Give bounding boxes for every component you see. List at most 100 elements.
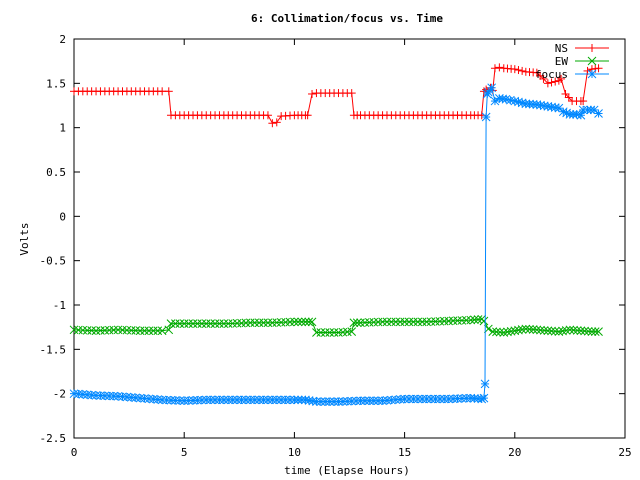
data-point <box>587 56 597 66</box>
marker-stroke <box>232 395 242 405</box>
marker-stroke <box>268 395 277 405</box>
marker-stroke <box>175 396 185 405</box>
data-point <box>254 318 264 328</box>
marker-stroke <box>69 325 79 335</box>
marker-stroke <box>69 389 79 399</box>
marker-stroke <box>96 326 105 335</box>
data-point <box>479 316 489 326</box>
data-point <box>514 325 523 335</box>
x-tick-label: 0 <box>71 446 78 459</box>
marker-stroke <box>82 326 92 335</box>
marker-stroke <box>461 393 471 403</box>
data-point <box>488 327 498 336</box>
marker-stroke <box>590 327 600 336</box>
data-point <box>543 326 553 336</box>
data-point <box>329 328 339 337</box>
data-point <box>157 395 167 405</box>
marker-stroke <box>228 395 238 405</box>
marker-stroke <box>320 328 330 337</box>
marker-stroke <box>144 326 154 336</box>
marker-stroke <box>206 319 216 328</box>
marker-stroke <box>126 326 136 335</box>
marker-stroke <box>312 397 321 407</box>
data-point <box>87 390 96 400</box>
data-point <box>263 111 272 120</box>
marker-stroke <box>188 396 198 405</box>
x-tick-label: 5 <box>181 446 188 459</box>
marker-stroke <box>576 326 586 336</box>
data-point <box>237 318 246 328</box>
data-point <box>263 318 273 328</box>
marker-stroke <box>483 87 493 97</box>
marker-stroke <box>157 395 167 405</box>
data-point <box>587 327 597 336</box>
data-point <box>448 394 458 404</box>
marker-stroke <box>135 326 145 336</box>
marker-stroke <box>166 395 176 405</box>
marker-stroke <box>148 394 158 404</box>
data-point <box>395 317 405 327</box>
data-point <box>594 109 603 118</box>
data-point <box>126 326 136 335</box>
data-point <box>131 326 141 335</box>
data-point <box>184 319 193 328</box>
marker-stroke <box>91 326 101 336</box>
data-point <box>448 316 458 326</box>
marker-stroke <box>301 395 310 405</box>
data-point <box>219 395 229 405</box>
data-point <box>506 326 516 336</box>
data-point <box>479 393 489 403</box>
marker-stroke <box>413 394 423 404</box>
data-point <box>232 318 242 328</box>
data-point <box>413 317 423 327</box>
data-point <box>409 317 418 327</box>
data-point <box>272 118 281 127</box>
data-point <box>201 319 211 328</box>
data-point <box>378 317 387 327</box>
marker-stroke <box>162 395 171 405</box>
data-point <box>364 318 374 327</box>
marker-stroke <box>304 396 314 405</box>
marker-stroke <box>373 396 383 406</box>
marker-stroke <box>347 327 357 336</box>
data-point <box>360 318 370 327</box>
data-point <box>312 397 321 407</box>
x-tick-label: 15 <box>398 446 411 459</box>
marker-stroke <box>444 316 454 326</box>
legend-label-EW: EW <box>555 55 569 68</box>
marker-stroke <box>565 325 575 335</box>
data-point <box>245 318 255 328</box>
marker-stroke <box>554 103 564 113</box>
marker-stroke <box>360 396 370 406</box>
marker-stroke <box>583 326 593 336</box>
data-point <box>104 325 114 335</box>
marker-stroke <box>578 105 588 115</box>
marker-stroke <box>329 397 339 407</box>
legend-label-NS: NS <box>555 42 568 55</box>
marker-stroke <box>479 393 489 403</box>
y-tick-label: 1 <box>59 122 66 135</box>
marker-stroke <box>285 317 295 327</box>
marker-stroke <box>82 390 92 400</box>
data-point <box>285 317 295 327</box>
marker-stroke <box>539 326 549 335</box>
marker-stroke <box>153 326 163 336</box>
marker-stroke <box>532 325 542 335</box>
data-point <box>528 325 538 334</box>
marker-stroke <box>219 395 229 405</box>
marker-stroke <box>254 395 264 405</box>
marker-stroke <box>422 317 431 327</box>
marker-stroke <box>558 326 567 336</box>
marker-stroke <box>480 379 490 389</box>
data-point <box>417 394 427 404</box>
data-point <box>87 326 96 335</box>
marker-stroke <box>210 319 220 328</box>
data-point <box>301 317 310 327</box>
chart-title: 6: Collimation/focus vs. Time <box>251 12 443 25</box>
marker-stroke <box>153 395 163 404</box>
data-point <box>369 317 379 327</box>
y-tick-label: 1.5 <box>46 77 66 90</box>
marker-stroke <box>487 83 497 93</box>
data-point <box>228 395 238 405</box>
marker-stroke <box>325 397 335 407</box>
